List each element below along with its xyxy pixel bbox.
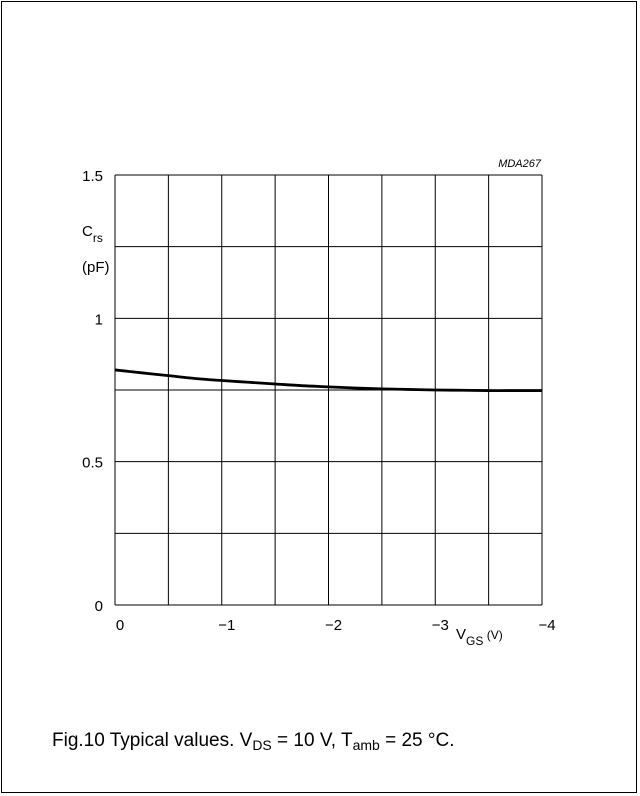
figure-caption: Fig.10 Typical values. VDS = 10 V, Tamb … xyxy=(52,730,455,752)
tick-labels: 0 −1 −2 −3 −4 0 0.5 1 1.5 xyxy=(82,168,555,634)
x-axis-label: VGS (V) xyxy=(456,626,503,648)
y-axis-label: Crs xyxy=(82,223,103,245)
y-tick-label: 1 xyxy=(95,311,103,328)
x-tick-label: −1 xyxy=(218,617,235,634)
x-tick-label: −3 xyxy=(432,617,449,634)
x-tick-label: −2 xyxy=(325,617,342,634)
y-tick-label: 1.5 xyxy=(82,168,103,185)
x-tick-label: 0 xyxy=(116,617,124,634)
y-axis-unit: (pF) xyxy=(82,259,110,276)
x-tick-label: −4 xyxy=(538,617,555,634)
figure-code: MDA267 xyxy=(498,158,542,170)
y-tick-label: 0 xyxy=(95,598,103,615)
y-tick-label: 0.5 xyxy=(82,455,103,472)
